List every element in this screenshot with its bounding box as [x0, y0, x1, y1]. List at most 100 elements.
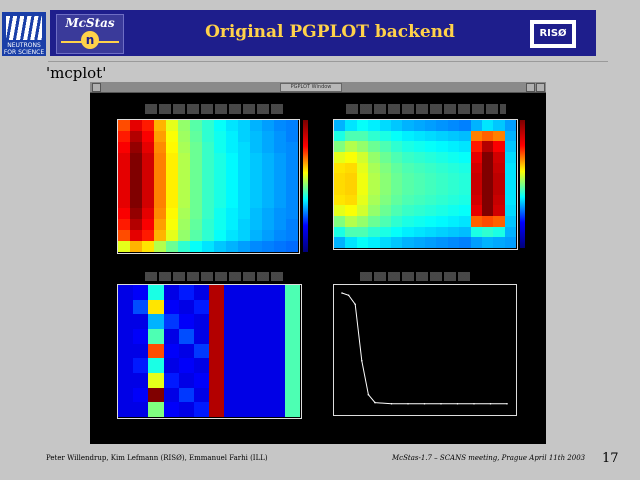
heatmap-cell [166, 230, 178, 241]
heatmap-row [118, 142, 298, 153]
heatmap-cell [286, 230, 298, 241]
heatmap-cell [163, 285, 179, 300]
heatmap-cell [142, 208, 154, 219]
heatmap-cell [334, 173, 346, 185]
heatmap-cell [202, 120, 214, 131]
heatmap-cell [133, 358, 149, 374]
heatmap-cell [178, 175, 190, 186]
data-point [361, 360, 363, 362]
heatmap-cell [284, 285, 301, 300]
heatmap-cell [356, 194, 369, 206]
heatmap-cell [481, 130, 494, 142]
heatmap-cell [178, 208, 190, 219]
heatmap-cell [166, 175, 178, 186]
heatmap-row [118, 153, 298, 164]
heatmap-cell [459, 184, 471, 195]
heatmap-cell [226, 186, 238, 197]
heatmap-cell [269, 373, 285, 388]
heatmap-cell [493, 130, 505, 142]
heatmap-cell [226, 164, 238, 175]
heatmap-cell [356, 162, 369, 174]
data-point [354, 303, 356, 306]
heatmap-cell [345, 194, 357, 206]
heatmap-cell [481, 162, 494, 174]
heatmap-cell [379, 216, 391, 227]
heatmap-cell [166, 241, 178, 252]
heatmap-cell [118, 197, 130, 208]
heatmap-cell [262, 120, 274, 131]
heatmap-cell [345, 120, 357, 131]
heatmap-cell [286, 197, 298, 208]
heatmap-cell [274, 219, 286, 230]
heatmap-row [334, 226, 516, 238]
heatmap-cell [130, 142, 142, 153]
heatmap-cell [202, 186, 214, 197]
header-divider [48, 61, 608, 62]
heatmap-cell [226, 175, 238, 186]
heatmap-cell [413, 205, 425, 217]
heatmap-cell [504, 120, 516, 131]
heatmap-cell [402, 141, 414, 153]
minimize-icon[interactable] [526, 83, 535, 92]
heatmap-cell [148, 299, 164, 315]
heatmap-cell [504, 184, 516, 195]
footer-meeting: McStas-1.7 – SCANS meeting, Prague April… [392, 454, 586, 462]
heatmap-cell [193, 373, 210, 388]
plot1-header-text [145, 104, 285, 114]
heatmap-cell [274, 153, 286, 164]
heatmap-plot-2 [334, 120, 516, 249]
heatmap-cell [436, 237, 448, 249]
heatmap-cell [390, 216, 403, 227]
heatmap-cell [447, 130, 460, 142]
line-plot-4 [341, 292, 508, 405]
heatmap-row [334, 152, 516, 163]
heatmap-cell [345, 226, 357, 238]
ill-logo-stripes [6, 16, 42, 40]
heatmap-cell [447, 194, 460, 206]
heatmap-cell [379, 141, 391, 153]
heatmap-cell [178, 186, 190, 197]
heatmap-cell [390, 152, 403, 163]
heatmap-cell [190, 131, 202, 142]
heatmap-cell [202, 241, 214, 252]
heatmap-cell [459, 120, 471, 131]
heatmap-cell [334, 162, 346, 174]
heatmap-cell [436, 162, 448, 174]
close-icon[interactable] [536, 83, 545, 92]
heatmap-cell [345, 141, 357, 153]
heatmap-cell [425, 226, 437, 238]
heatmap-cell [142, 241, 154, 252]
heatmap-cell [118, 402, 134, 418]
heatmap-cell [154, 175, 166, 186]
heatmap-cell [459, 162, 471, 174]
heatmap-cell [470, 130, 482, 142]
heatmap-cell [254, 299, 270, 315]
heatmap-cell [262, 175, 274, 186]
heatmap-cell [447, 173, 460, 185]
heatmap-cell [470, 194, 482, 206]
heatmap-cell [436, 184, 448, 195]
heatmap-cell [142, 197, 154, 208]
heatmap-cell [470, 237, 482, 249]
heatmap-cell [274, 230, 286, 241]
heatmap-cell [178, 241, 190, 252]
pgplot-window[interactable]: PGPLOT Window [90, 82, 546, 444]
heatmap-cell [493, 141, 505, 153]
heatmap-cell [493, 152, 505, 163]
data-point [367, 393, 370, 396]
heatmap-cell [334, 237, 346, 249]
heatmap-cell [413, 130, 425, 142]
plot3-frame [117, 284, 302, 419]
heatmap-cell [224, 299, 240, 315]
heatmap-cell [224, 285, 240, 300]
heatmap-cell [368, 173, 380, 185]
data-point [341, 292, 343, 294]
heatmap-cell [209, 329, 225, 344]
window-menu-icon[interactable] [92, 83, 101, 92]
heatmap-row [118, 387, 301, 403]
heatmap-cell [345, 205, 357, 217]
heatmap-cell [224, 402, 240, 418]
window-titlebar[interactable]: PGPLOT Window [90, 82, 546, 93]
heatmap-cell [390, 194, 403, 206]
heatmap-cell [190, 230, 202, 241]
